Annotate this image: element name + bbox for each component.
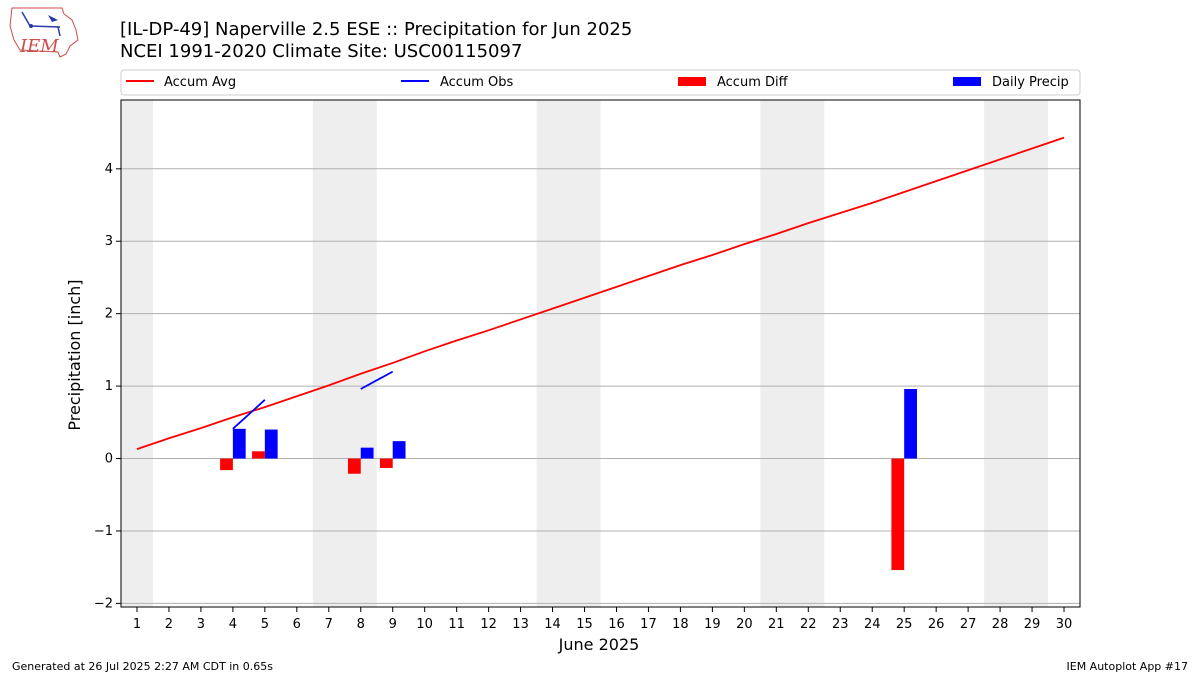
x-axis-ticks: 1 2 3 4 5 6 7 8 9 10 11 12 13 14 15 16 17 18 19 20 21 22 23 24 2… — [133, 607, 1072, 632]
x-tick-label: 10 — [416, 617, 433, 632]
weekend-band — [984, 100, 1049, 607]
y-tick-label: 1 — [105, 379, 113, 394]
accum-avg-line — [136, 136, 1065, 450]
legend-swatch-accum-diff — [678, 77, 706, 86]
x-tick-label: 27 — [960, 617, 977, 632]
weekend-shading — [121, 100, 1049, 607]
daily-precip-bar — [264, 429, 278, 459]
x-tick-label: 21 — [768, 617, 785, 632]
iem-logo: IEM — [9, 7, 79, 58]
legend-label-accum-diff: Accum Diff — [717, 75, 789, 90]
accum-obs-line — [232, 399, 266, 430]
x-tick-label: 15 — [576, 617, 593, 632]
x-tick-label: 18 — [672, 617, 689, 632]
footer-generated: Generated at 26 Jul 2025 2:27 AM CDT in … — [12, 660, 273, 673]
y-tick-label: 3 — [105, 234, 113, 249]
x-tick-label: 16 — [608, 617, 625, 632]
x-tick-label: 26 — [928, 617, 945, 632]
x-tick-label: 3 — [197, 617, 205, 632]
x-tick-label: 7 — [325, 617, 333, 632]
x-tick-label: 30 — [1056, 617, 1073, 632]
x-tick-label: 6 — [293, 617, 301, 632]
plot-frame — [120, 99, 1081, 608]
x-tick-label: 12 — [480, 617, 497, 632]
y-axis-label: Precipitation [inch] — [65, 279, 84, 430]
x-tick-label: 13 — [512, 617, 529, 632]
accum-diff-bar — [220, 458, 233, 471]
x-tick-label: 24 — [864, 617, 881, 632]
weekend-band — [312, 100, 377, 607]
y-tick-label: 0 — [105, 452, 113, 467]
y-tick-label: 2 — [105, 307, 113, 322]
x-tick-label: 14 — [544, 617, 561, 632]
legend: Accum Avg Accum Obs Accum Diff Daily Pre… — [120, 69, 1081, 96]
legend-label-accum-obs: Accum Obs — [440, 75, 513, 90]
x-tick-label: 29 — [1024, 617, 1041, 632]
accum-diff-bar — [379, 458, 393, 468]
x-tick-label: 5 — [261, 617, 269, 632]
x-tick-label: 22 — [800, 617, 817, 632]
daily-precip-bar — [392, 441, 406, 459]
weekend-band — [121, 100, 153, 607]
y-tick-label: −2 — [94, 596, 113, 611]
accum-diff-bar — [252, 451, 265, 459]
x-tick-label: 11 — [448, 617, 465, 632]
logo-text: IEM — [19, 36, 59, 57]
x-tick-label: 19 — [704, 617, 721, 632]
gridlines — [121, 168, 1080, 604]
x-axis-label: June 2025 — [558, 635, 640, 654]
accum-obs-line — [360, 370, 394, 390]
x-tick-label: 28 — [992, 617, 1009, 632]
x-tick-label: 17 — [640, 617, 657, 632]
x-tick-label: 25 — [896, 617, 913, 632]
weekend-band — [536, 100, 601, 607]
legend-label-daily-precip: Daily Precip — [992, 75, 1069, 90]
y-axis-ticks: −2 −1 0 1 2 3 4 — [94, 162, 121, 611]
chart-title: [IL-DP-49] Naperville 2.5 ESE :: Precipi… — [120, 19, 632, 40]
legend-label-accum-avg: Accum Avg — [164, 75, 236, 90]
lines — [136, 136, 1065, 450]
chart-subtitle: NCEI 1991-2020 Climate Site: USC00115097 — [120, 41, 522, 62]
weekend-band — [760, 100, 825, 607]
x-tick-label: 20 — [736, 617, 753, 632]
x-tick-label: 23 — [832, 617, 849, 632]
bars — [220, 388, 917, 571]
x-tick-label: 2 — [165, 617, 173, 632]
accum-diff-bar — [347, 458, 361, 474]
daily-precip-bar — [360, 447, 374, 459]
daily-precip-bar — [232, 428, 246, 459]
accum-diff-bar — [891, 458, 905, 571]
y-tick-label: 4 — [105, 162, 113, 177]
footer-app: IEM Autoplot App #17 — [1067, 660, 1189, 673]
y-tick-label: −1 — [94, 524, 113, 539]
x-tick-label: 8 — [357, 617, 365, 632]
x-tick-label: 9 — [389, 617, 397, 632]
x-tick-label: 1 — [133, 617, 141, 632]
legend-swatch-daily-precip — [953, 77, 981, 86]
daily-precip-bar — [904, 388, 917, 459]
x-tick-label: 4 — [229, 617, 237, 632]
